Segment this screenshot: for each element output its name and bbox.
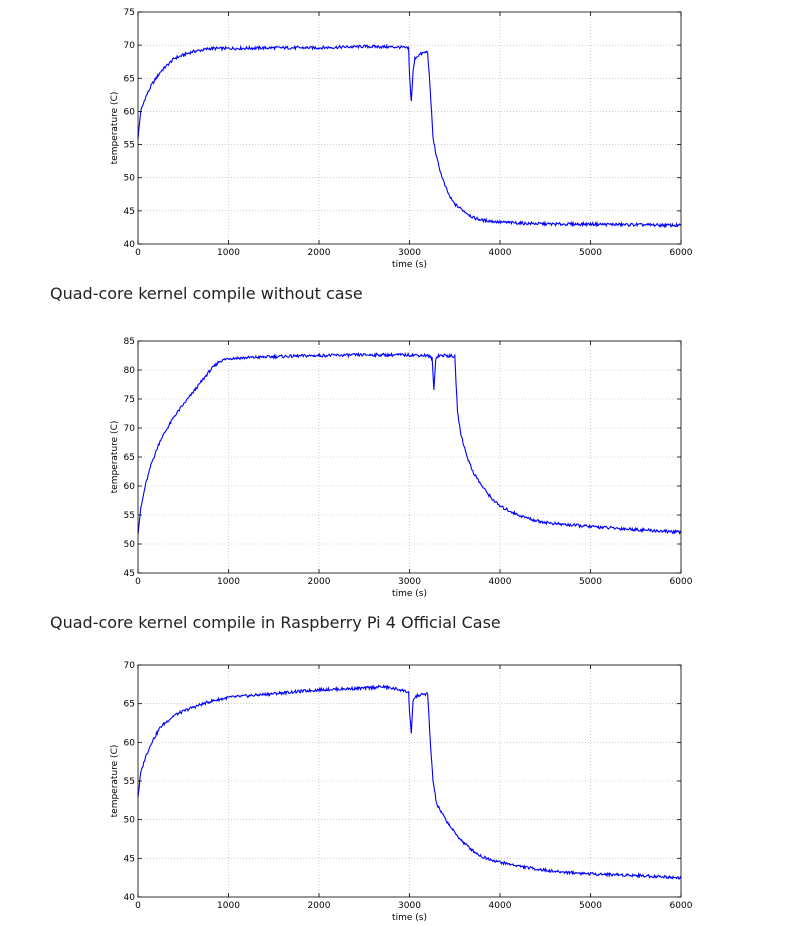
caption-no-case: Quad-core kernel compile without case	[50, 284, 363, 303]
y-tick-label: 60	[124, 107, 136, 117]
x-tick-label: 4000	[489, 901, 512, 911]
y-tick-label: 55	[124, 511, 135, 521]
temperature-chart-third: 0 1000 2000 3000 4000 5000 6000 40 45 50 55 60 65 70 t…	[0, 655, 800, 926]
x-tick-label: 2000	[308, 248, 331, 258]
x-tick-label: 5000	[579, 248, 602, 258]
chart-1-svg: 0 1000 2000 3000 4000 5000 6000 40 45 50 55 60 65 70 7…	[110, 8, 693, 270]
x-tick-label: 1000	[217, 577, 240, 587]
temperature-series-line	[137, 43, 682, 229]
y-tick-label: 60	[124, 738, 136, 748]
y-tick-label: 70	[124, 661, 136, 671]
x-tick-label: 5000	[579, 901, 602, 911]
x-tick-label: 0	[135, 901, 141, 911]
y-tick-label: 65	[124, 74, 135, 84]
x-tick-label: 3000	[398, 577, 421, 587]
caption-official-case: Quad-core kernel compile in Raspberry Pi…	[50, 613, 501, 632]
y-tick-label: 50	[124, 816, 136, 826]
x-tick-label: 1000	[217, 248, 240, 258]
y-tick-label: 65	[124, 700, 135, 710]
x-tick-label: 6000	[670, 248, 693, 258]
x-tick-label: 0	[135, 248, 141, 258]
y-tick-label: 70	[124, 41, 136, 51]
y-tick-label: 70	[124, 424, 136, 434]
x-axis-label: time (s)	[392, 913, 427, 923]
y-tick-label: 75	[124, 8, 135, 18]
temperature-chart-no-case: 0 1000 2000 3000 4000 5000 6000 40 45 50 55 60 65 70 7…	[0, 0, 800, 276]
y-axis-label: temperature (C)	[110, 745, 120, 818]
x-axis-label: time (s)	[392, 260, 427, 270]
x-tick-label: 4000	[489, 577, 512, 587]
x-axis-label: time (s)	[392, 589, 427, 599]
x-tick-label: 6000	[670, 901, 693, 911]
y-tick-label: 75	[124, 395, 135, 405]
x-tick-label: 4000	[489, 248, 512, 258]
plot-frame	[137, 11, 682, 245]
y-tick-label: 45	[124, 854, 135, 864]
temperature-series-line	[137, 684, 682, 880]
temperature-chart-official-case: 0 1000 2000 3000 4000 5000 6000 45 50 55 60 65 70 75 8…	[0, 330, 800, 605]
x-tick-label: 1000	[217, 901, 240, 911]
x-tick-label: 6000	[670, 577, 693, 587]
y-tick-label: 45	[124, 207, 135, 217]
y-tick-label: 80	[124, 366, 136, 376]
chart-2-svg: 0 1000 2000 3000 4000 5000 6000 45 50 55 60 65 70 75 8…	[110, 337, 693, 599]
y-tick-label: 55	[124, 141, 135, 151]
y-tick-label: 50	[124, 174, 136, 184]
y-tick-label: 65	[124, 453, 135, 463]
y-axis-label: temperature (C)	[110, 92, 120, 165]
y-tick-label: 40	[124, 893, 136, 903]
x-tick-label: 2000	[308, 577, 331, 587]
y-tick-label: 50	[124, 540, 136, 550]
x-tick-label: 2000	[308, 901, 331, 911]
x-tick-label: 0	[135, 577, 141, 587]
y-tick-label: 85	[124, 337, 135, 347]
x-tick-label: 3000	[398, 901, 421, 911]
y-tick-label: 40	[124, 240, 136, 250]
y-tick-label: 55	[124, 777, 135, 787]
chart-3-svg: 0 1000 2000 3000 4000 5000 6000 40 45 50 55 60 65 70 t…	[110, 661, 693, 923]
y-axis-label: temperature (C)	[110, 421, 120, 494]
x-tick-label: 3000	[398, 248, 421, 258]
y-tick-label: 45	[124, 569, 135, 579]
x-tick-label: 5000	[579, 577, 602, 587]
temperature-series-line	[137, 351, 682, 536]
y-tick-label: 60	[124, 482, 136, 492]
